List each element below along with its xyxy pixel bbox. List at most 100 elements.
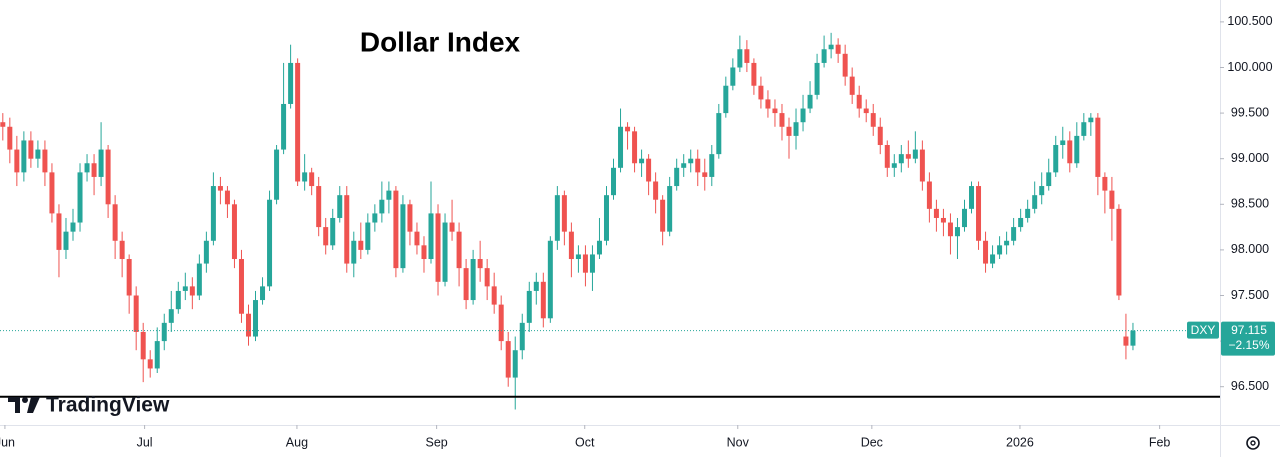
candle-body bbox=[793, 122, 799, 136]
candle-body bbox=[49, 172, 55, 214]
candle-body bbox=[245, 313, 251, 337]
candle-body bbox=[84, 163, 90, 173]
candle-body bbox=[779, 113, 785, 127]
y-tick-label: 97.500 bbox=[1231, 288, 1269, 302]
candle-body bbox=[863, 108, 869, 114]
candle-body bbox=[1074, 135, 1080, 164]
candle-body bbox=[379, 199, 385, 214]
candle-body bbox=[98, 149, 104, 177]
logo-mark bbox=[27, 397, 40, 413]
candle-body bbox=[14, 149, 20, 173]
price-badge bbox=[1221, 321, 1275, 356]
candle-body bbox=[716, 113, 722, 155]
candle-body bbox=[267, 199, 273, 287]
y-tick-label: 98.000 bbox=[1231, 242, 1269, 256]
candle-body bbox=[1123, 336, 1129, 346]
candle-body bbox=[575, 254, 581, 260]
candle-body bbox=[56, 213, 62, 250]
candle-body bbox=[77, 172, 83, 223]
candle-body bbox=[582, 254, 588, 273]
candle-body bbox=[63, 231, 69, 250]
candle-body bbox=[386, 190, 392, 200]
candle-body bbox=[210, 186, 216, 241]
candle-body bbox=[112, 204, 118, 241]
candle-body bbox=[70, 222, 76, 232]
candle-body bbox=[1088, 117, 1094, 123]
candle-body bbox=[1081, 122, 1087, 136]
candle-body bbox=[919, 149, 925, 182]
candle-body bbox=[428, 213, 434, 260]
candle-body bbox=[484, 268, 490, 287]
candle-body bbox=[491, 286, 497, 305]
candle-body bbox=[618, 126, 624, 168]
candle-body bbox=[21, 140, 27, 173]
chart-title: Dollar Index bbox=[360, 26, 521, 57]
candle-body bbox=[765, 99, 771, 109]
candle-body bbox=[295, 62, 301, 182]
candle-body bbox=[231, 204, 237, 260]
symbol-label: DXY bbox=[1191, 323, 1216, 337]
x-tick-label: Jul bbox=[137, 435, 153, 449]
candle-body bbox=[1053, 145, 1059, 173]
settings-icon[interactable] bbox=[1246, 436, 1260, 450]
candle-body bbox=[835, 44, 841, 54]
candle-body bbox=[870, 113, 876, 127]
candle-body bbox=[449, 222, 455, 232]
candle-body bbox=[646, 158, 652, 182]
candle-body bbox=[709, 154, 715, 177]
y-tick-label: 100.000 bbox=[1227, 60, 1272, 74]
candle-body bbox=[372, 213, 378, 223]
candle-body bbox=[730, 67, 736, 86]
candle-body bbox=[877, 126, 883, 146]
candle-body bbox=[660, 199, 666, 232]
candle-body bbox=[667, 186, 673, 232]
candle-body bbox=[596, 240, 602, 255]
candle-body bbox=[365, 222, 371, 250]
candle-body bbox=[983, 240, 989, 264]
gear-hub[interactable] bbox=[1250, 440, 1256, 446]
candle-body bbox=[961, 208, 967, 228]
candle-body bbox=[400, 204, 406, 269]
candle-body bbox=[674, 167, 680, 187]
candle-body bbox=[976, 186, 982, 241]
brand-name: TradingView bbox=[46, 394, 170, 417]
candle-body bbox=[1046, 172, 1052, 187]
candle-body bbox=[470, 259, 476, 301]
candle-body bbox=[1116, 208, 1122, 296]
candle-body bbox=[653, 181, 659, 200]
candle-body bbox=[35, 149, 41, 159]
candle-body bbox=[414, 231, 420, 246]
x-tick-label: Oct bbox=[575, 435, 595, 449]
candle-body bbox=[442, 222, 448, 282]
candle-body bbox=[1060, 140, 1066, 146]
candle-body bbox=[540, 281, 546, 319]
candle-body bbox=[997, 245, 1003, 255]
candle-body bbox=[519, 322, 525, 351]
candle-body bbox=[238, 259, 244, 314]
logo-mark bbox=[8, 397, 20, 413]
candle-body bbox=[632, 131, 638, 164]
x-tick-label: Dec bbox=[861, 435, 883, 449]
candle-body bbox=[505, 341, 511, 378]
gear-ring[interactable] bbox=[1246, 436, 1260, 450]
candle-body bbox=[463, 268, 469, 301]
candle-body bbox=[1109, 190, 1115, 209]
candle-body bbox=[288, 62, 294, 104]
candle-body bbox=[351, 240, 357, 264]
candle-body bbox=[688, 158, 694, 164]
candle-body bbox=[91, 163, 97, 177]
candle-body bbox=[940, 217, 946, 223]
candle-body bbox=[898, 154, 904, 164]
candle-body bbox=[435, 213, 441, 282]
candle-body bbox=[302, 172, 308, 182]
candle-body bbox=[28, 140, 34, 159]
candle-body bbox=[533, 281, 539, 291]
candle-body bbox=[933, 208, 939, 218]
candle-body bbox=[695, 158, 701, 173]
candle-body bbox=[751, 62, 757, 86]
x-tick-label: Aug bbox=[286, 435, 308, 449]
candle-body bbox=[1067, 140, 1073, 164]
candle-body bbox=[260, 286, 266, 301]
candle-body bbox=[126, 259, 132, 296]
